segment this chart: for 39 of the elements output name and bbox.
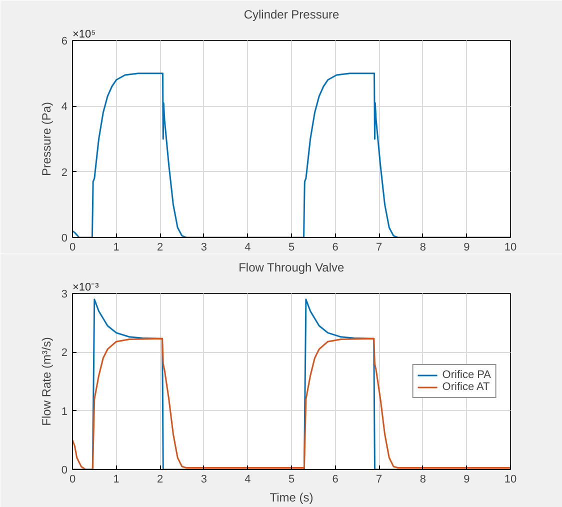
x-tick-label: 1 [113,474,120,486]
chart-title: Cylinder Pressure [244,8,340,22]
x-tick-label: 2 [157,242,164,254]
x-tick-label: 8 [420,242,426,254]
x-tick-label: 2 [157,474,164,486]
y-tick-label: 4 [61,101,68,114]
x-tick-label: 4 [244,474,251,486]
y-tick-label: 0 [61,232,68,244]
y-tick-label: 1 [61,406,68,418]
x-tick-label: 9 [464,474,470,486]
y-tick-label: 6 [61,36,68,48]
x-tick-label: 10 [504,242,517,254]
x-tick-label: 6 [332,242,338,254]
x-tick-label: 9 [464,242,470,254]
x-tick-label: 6 [332,474,338,486]
legend-label: Orifice PA [442,369,491,381]
legend-label: Orifice AT [442,381,490,393]
x-tick-label: 7 [376,242,382,254]
y-tick-label: 2 [61,166,68,179]
y-axis-title: Flow Rate (m³/s) [39,337,54,426]
x-tick-label: 5 [288,242,295,254]
text: ×10⁻³ [72,282,100,294]
x-tick-label: 5 [288,474,295,486]
chart-title: Flow Through Valve [238,260,345,274]
y-tick-label: 0 [61,464,68,476]
x-tick-label: 3 [200,242,207,254]
y-tick-label: 2 [61,347,68,360]
y-tick-label: 3 [61,288,68,300]
x-tick-label: 0 [69,474,76,486]
x-tick-label: 3 [200,474,207,486]
y-axis-title: Pressure (Pa) [39,102,54,176]
x-tick-label: 4 [244,242,251,254]
x-tick-label: 10 [504,474,517,486]
x-axis-title: Time (s) [270,490,314,504]
x-tick-label: 7 [376,474,382,486]
text: ×10⁵ [72,28,96,40]
x-tick-label: 0 [69,242,76,254]
x-tick-label: 8 [420,474,426,486]
x-tick-label: 1 [113,242,120,254]
